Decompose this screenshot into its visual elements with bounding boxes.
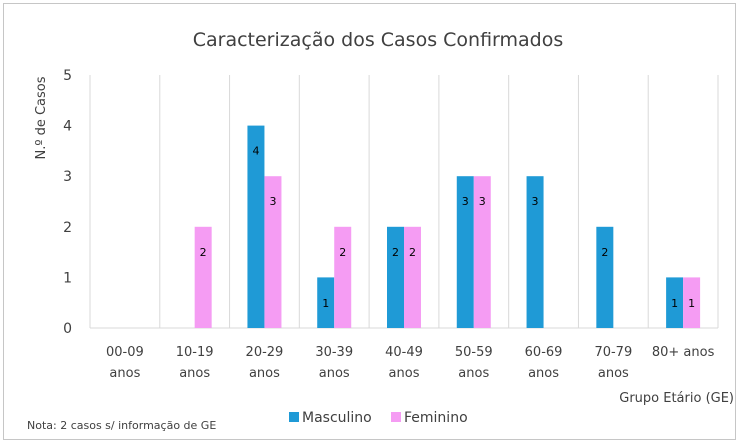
x-tick-label-line2: anos [249,366,280,381]
x-tick-label: 60-69 [525,345,563,360]
bar-feminino [334,226,352,328]
x-tick-label-line2: anos [109,366,140,381]
x-tick-label: 70-79 [594,345,632,360]
data-label: 3 [269,195,276,208]
legend: Masculino Feminino [289,410,468,426]
data-label: 4 [252,145,259,158]
y-axis-ticks: 0 1 2 3 4 5 [63,68,72,337]
x-tick-label: 00-09 [106,345,144,360]
x-tick-label-line2: anos [528,366,559,381]
legend-label-feminino: Feminino [404,410,468,426]
bar-masculino [456,176,474,328]
bar-masculino [247,125,265,328]
legend-swatch-feminino [391,412,401,422]
data-label: 3 [462,195,469,208]
x-tick-label-line2: anos [319,366,350,381]
bar-feminino [473,176,491,328]
bar-feminino [683,277,701,328]
data-label: 2 [409,246,416,259]
bar-masculino [596,226,614,328]
x-tick-label: 30-39 [315,345,353,360]
data-label: 1 [671,297,678,310]
data-label: 2 [392,246,399,259]
x-tick-label-line2: anos [458,366,489,381]
data-label: 2 [339,246,346,259]
data-label: 3 [532,195,539,208]
x-tick-label-line2: anos [179,366,210,381]
bar-feminino [264,176,282,328]
x-tick-label: 20-29 [246,345,284,360]
y-tick-label: 5 [63,68,72,84]
x-axis-title: Grupo Etário (GE) [619,391,734,406]
data-label: 2 [601,246,608,259]
x-tick-label: 80+ anos [652,345,715,360]
data-label: 2 [200,246,207,259]
bar-masculino [317,277,335,328]
y-tick-label: 3 [63,169,72,185]
x-tick-label-line2: anos [598,366,629,381]
bar-feminino [404,226,421,328]
data-label: 1 [688,297,695,310]
y-tick-label: 1 [63,270,72,286]
x-tick-label: 10-19 [176,345,214,360]
bars [194,125,701,328]
y-tick-label: 0 [63,321,72,337]
x-axis-ticks: 00-09 anos 10-19 anos 20-29 anos 30-39 anos 40-4… [106,345,715,381]
legend-swatch-masculino [289,412,299,422]
data-label: 1 [322,297,329,310]
bar-feminino [194,226,212,328]
legend-label-masculino: Masculino [302,410,372,426]
chart-title: Caracterização dos Casos Confirmados [193,29,564,51]
x-tick-label: 40-49 [385,345,423,360]
y-tick-label: 4 [63,119,72,135]
data-label: 3 [479,195,486,208]
y-tick-label: 2 [63,220,72,236]
x-tick-label-line2: anos [389,366,420,381]
y-axis-title: N.º de Casos [34,76,49,159]
bar-masculino [387,226,404,328]
bar-masculino [526,176,544,328]
bar-masculino [666,277,684,328]
x-tick-label: 50-59 [455,345,493,360]
chart-note: Nota: 2 casos s/ informação de GE [27,419,216,432]
